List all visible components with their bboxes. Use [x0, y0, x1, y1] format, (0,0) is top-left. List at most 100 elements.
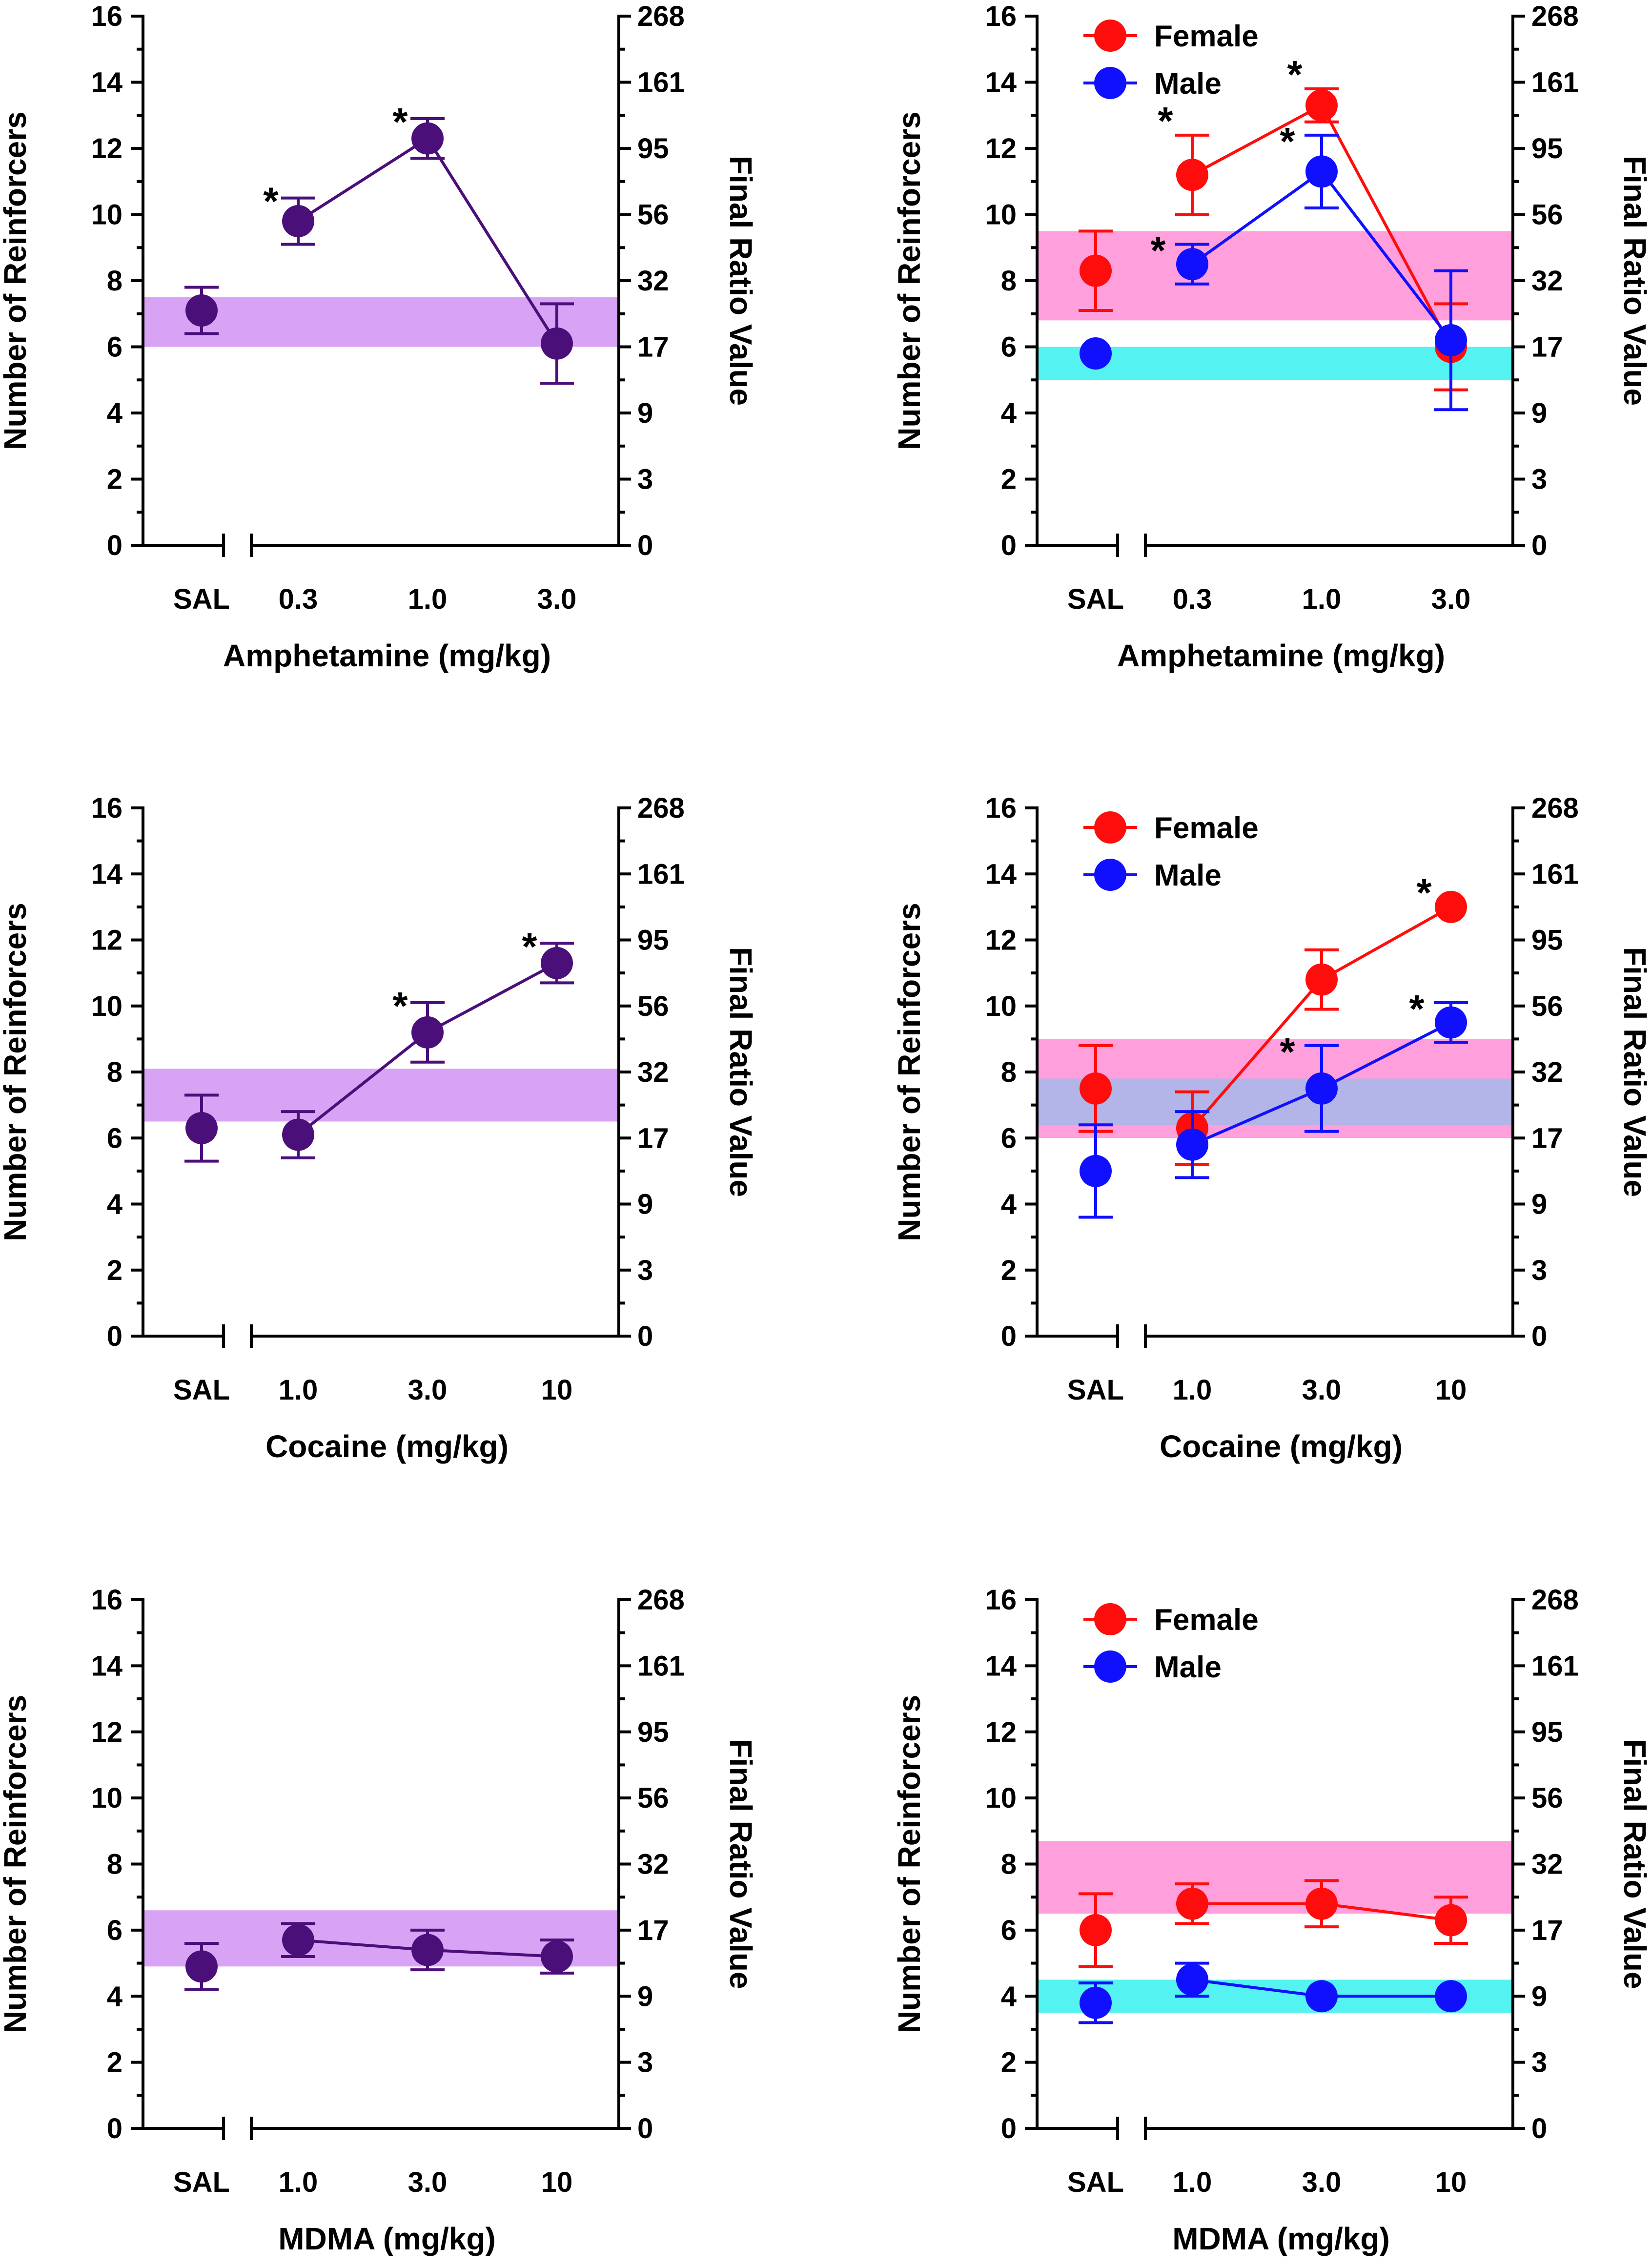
significance-marker-male: * — [1150, 228, 1166, 272]
data-point-male — [1305, 1980, 1338, 2013]
x-tick-label: 3.0 — [408, 1374, 448, 1406]
left-tick-label: 0 — [1001, 1320, 1017, 1352]
x-tick-label: 3.0 — [1302, 1374, 1342, 1406]
right-tick-label: 161 — [1531, 67, 1579, 99]
right-tick-label: 161 — [1531, 1650, 1579, 1682]
right-tick-label: 9 — [1531, 1189, 1547, 1220]
left-tick-label: 16 — [91, 1584, 122, 1616]
legend-label-male: Male — [1154, 1650, 1222, 1684]
left-tick-label: 0 — [1001, 530, 1017, 561]
left-tick-label: 8 — [107, 1056, 122, 1088]
data-point-all — [282, 205, 314, 238]
right-tick-label: 95 — [1531, 133, 1563, 165]
x-tick-label: SAL — [173, 1374, 230, 1406]
reference-band-male — [1038, 347, 1512, 380]
legend-marker-female — [1094, 1603, 1126, 1635]
data-point-female — [1176, 1887, 1208, 1920]
data-point-male — [1435, 1980, 1467, 2013]
legend-label-female: Female — [1154, 20, 1259, 53]
y-axis-label-right: Final Ratio Value — [1617, 1739, 1651, 1989]
left-tick-label: 6 — [107, 1915, 122, 1946]
reference-band-all — [144, 1910, 618, 1967]
left-tick-label: 10 — [91, 1782, 122, 1814]
left-tick-label: 4 — [107, 1189, 122, 1220]
left-tick-label: 4 — [107, 1980, 122, 2012]
right-tick-label: 0 — [1531, 530, 1547, 561]
panel-mdma-combined: 0 0 2 3 4 9 6 17 8 32 10 56 12 95 14 161 16 268 Number of … — [0, 1584, 758, 2256]
right-tick-label: 9 — [637, 1189, 653, 1220]
right-tick-label: 268 — [1531, 792, 1579, 824]
significance-marker-all: * — [392, 100, 408, 144]
left-tick-label: 2 — [107, 1255, 122, 1286]
right-tick-label: 9 — [1531, 1980, 1547, 2012]
left-tick-label: 6 — [1001, 1915, 1017, 1946]
left-tick-label: 8 — [1001, 1849, 1017, 1880]
significance-marker-male: * — [1409, 987, 1425, 1031]
left-tick-label: 0 — [107, 530, 122, 561]
left-tick-label: 0 — [1001, 2113, 1017, 2144]
right-tick-label: 17 — [637, 331, 669, 363]
left-tick-label: 16 — [985, 0, 1017, 32]
x-tick-label: SAL — [1067, 1374, 1124, 1406]
left-tick-label: 8 — [107, 1849, 122, 1880]
data-point-female — [1305, 1887, 1338, 1920]
left-tick-label: 4 — [1001, 1980, 1017, 2012]
left-tick-label: 6 — [107, 1122, 122, 1154]
right-tick-label: 56 — [1531, 199, 1563, 231]
right-tick-label: 3 — [1531, 2047, 1547, 2079]
right-tick-label: 95 — [637, 133, 669, 165]
left-tick-label: 12 — [91, 1716, 122, 1748]
left-tick-label: 12 — [985, 133, 1017, 165]
right-tick-label: 268 — [1531, 0, 1579, 32]
left-tick-label: 2 — [107, 464, 122, 495]
data-point-all — [282, 1924, 314, 1957]
left-tick-label: 0 — [107, 1320, 122, 1352]
y-axis-label-right: Final Ratio Value — [723, 156, 758, 406]
right-tick-label: 17 — [1531, 331, 1563, 363]
left-tick-label: 12 — [91, 925, 122, 956]
x-tick-label: 0.3 — [1173, 583, 1212, 615]
data-point-all — [541, 1940, 573, 1973]
right-tick-label: 95 — [1531, 1716, 1563, 1748]
right-tick-label: 161 — [637, 858, 685, 890]
right-tick-label: 32 — [1531, 265, 1563, 297]
legend-marker-female — [1094, 811, 1126, 844]
legend-marker-female — [1094, 20, 1126, 52]
legend-label-female: Female — [1154, 1603, 1259, 1637]
x-tick-label: 1.0 — [1302, 583, 1342, 615]
left-tick-label: 10 — [985, 1782, 1017, 1814]
significance-marker-female: * — [1287, 53, 1303, 96]
right-tick-label: 0 — [637, 530, 653, 561]
x-tick-label: 10 — [1435, 1374, 1467, 1406]
left-tick-label: 8 — [1001, 1056, 1017, 1088]
x-axis-label: Amphetamine (mg/kg) — [1117, 638, 1445, 673]
data-point-female — [1435, 1904, 1467, 1937]
left-tick-label: 14 — [985, 1650, 1017, 1682]
x-tick-label: 1.0 — [1173, 1374, 1212, 1406]
x-tick-label: SAL — [173, 2166, 230, 2198]
left-tick-label: 10 — [91, 990, 122, 1022]
panel-cocaine-combined: 0 0 2 3 4 9 6 17 8 32 10 56 12 95 14 161 16 268 Number of … — [0, 792, 758, 1464]
right-tick-label: 95 — [637, 925, 669, 956]
left-tick-label: 14 — [985, 858, 1017, 890]
right-tick-label: 0 — [637, 2113, 653, 2144]
right-tick-label: 56 — [637, 1782, 669, 1814]
data-point-all — [411, 1016, 444, 1049]
left-tick-label: 14 — [985, 67, 1017, 99]
x-tick-label: 1.0 — [279, 2166, 318, 2198]
x-tick-label: SAL — [173, 583, 230, 615]
left-tick-label: 2 — [1001, 2047, 1017, 2079]
x-axis-label: MDMA (mg/kg) — [1172, 2221, 1390, 2256]
y-axis-label-left: Number of Reinforcers — [0, 1695, 33, 2033]
data-point-all — [185, 1950, 218, 1983]
x-tick-label: 10 — [541, 1374, 573, 1406]
x-tick-label: 3.0 — [537, 583, 577, 615]
data-point-all — [411, 122, 444, 155]
left-tick-label: 14 — [91, 1650, 122, 1682]
y-axis-label-left: Number of Reinforcers — [892, 903, 927, 1241]
right-tick-label: 3 — [637, 1255, 653, 1286]
significance-marker-male: * — [1280, 120, 1295, 163]
left-tick-label: 2 — [107, 2047, 122, 2079]
data-point-all — [282, 1118, 314, 1151]
